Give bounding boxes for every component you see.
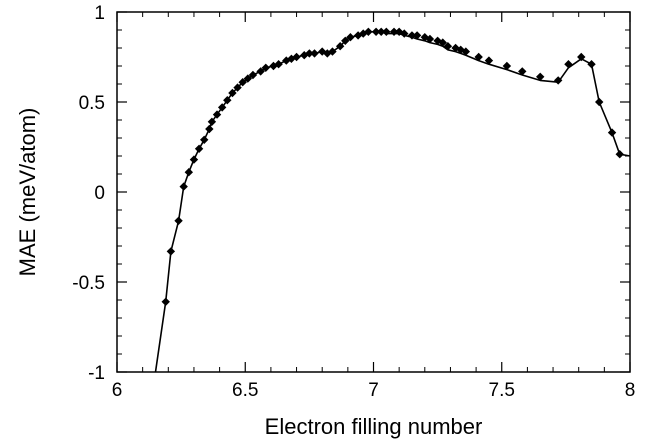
y-tick-label: 0.5 — [79, 93, 105, 114]
data-point — [261, 63, 270, 72]
data-point — [474, 52, 483, 62]
x-tick-label: 8 — [625, 380, 636, 401]
data-point — [420, 33, 429, 42]
data-point — [305, 49, 314, 58]
data-point — [389, 27, 399, 36]
data-point — [484, 56, 494, 65]
y-axis-title: MAE (meV/atom) — [15, 108, 40, 277]
ticks-layer — [116, 11, 631, 373]
data-point — [194, 144, 204, 153]
data-point — [233, 83, 242, 92]
data-point — [341, 36, 350, 45]
x-tick-label: 7 — [368, 380, 379, 401]
data-point — [577, 52, 586, 62]
data-point — [310, 49, 319, 58]
data-point — [300, 51, 309, 60]
data-point — [323, 49, 332, 58]
data-point — [382, 27, 391, 36]
plot-frame — [116, 11, 631, 373]
tick-labels-layer: 6 6.5 7 7.5 8 -1 -0.5 0 0.5 1 — [72, 3, 635, 401]
data-point — [207, 117, 217, 126]
data-point — [438, 38, 447, 47]
data-point — [346, 33, 355, 42]
y-tick-label: 0 — [94, 183, 105, 204]
data-point — [292, 52, 301, 62]
data-point — [587, 60, 596, 69]
data-point — [364, 27, 373, 36]
data-point — [212, 110, 222, 119]
data-point — [256, 67, 265, 76]
data-point — [217, 103, 227, 112]
data-point — [553, 76, 563, 85]
data-point — [335, 42, 345, 51]
data-point — [353, 31, 363, 40]
data-point — [407, 31, 417, 40]
data-point — [274, 60, 283, 69]
x-tick-label: 6 — [112, 380, 123, 401]
data-point — [328, 47, 337, 56]
data-point — [179, 182, 188, 191]
data-point — [615, 150, 624, 159]
data-point — [433, 36, 442, 45]
data-point — [443, 42, 453, 51]
y-tick-label: 1 — [94, 3, 105, 24]
y-tick-label: -0.5 — [72, 273, 105, 294]
data-point — [184, 168, 194, 177]
data-point — [536, 72, 545, 81]
data-point — [200, 135, 209, 144]
data-point — [243, 74, 253, 83]
data-point — [205, 124, 214, 134]
data-point — [228, 88, 237, 98]
data-point — [238, 78, 247, 87]
data-point — [518, 67, 527, 76]
marker-layer — [161, 27, 624, 306]
data-point — [376, 27, 386, 36]
data-point — [607, 128, 617, 137]
x-tick-label: 6.5 — [232, 380, 258, 401]
data-point — [166, 247, 176, 256]
data-point — [502, 61, 512, 71]
data-point — [412, 31, 422, 40]
data-point — [400, 29, 409, 38]
data-point — [371, 27, 381, 36]
x-axis-title: Electron filling number — [265, 414, 483, 439]
data-point — [248, 70, 258, 80]
x-tick-label: 7.5 — [489, 380, 515, 401]
data-point — [269, 61, 278, 71]
data-point — [189, 155, 199, 164]
data-point — [174, 216, 183, 225]
data-point — [456, 45, 465, 54]
data-point — [595, 97, 604, 107]
data-point — [564, 60, 573, 69]
y-tick-label: -1 — [88, 363, 105, 384]
data-point — [425, 34, 435, 44]
data-point — [161, 297, 170, 306]
data-point — [461, 47, 471, 56]
data-point — [394, 27, 404, 36]
data-point — [223, 96, 232, 105]
